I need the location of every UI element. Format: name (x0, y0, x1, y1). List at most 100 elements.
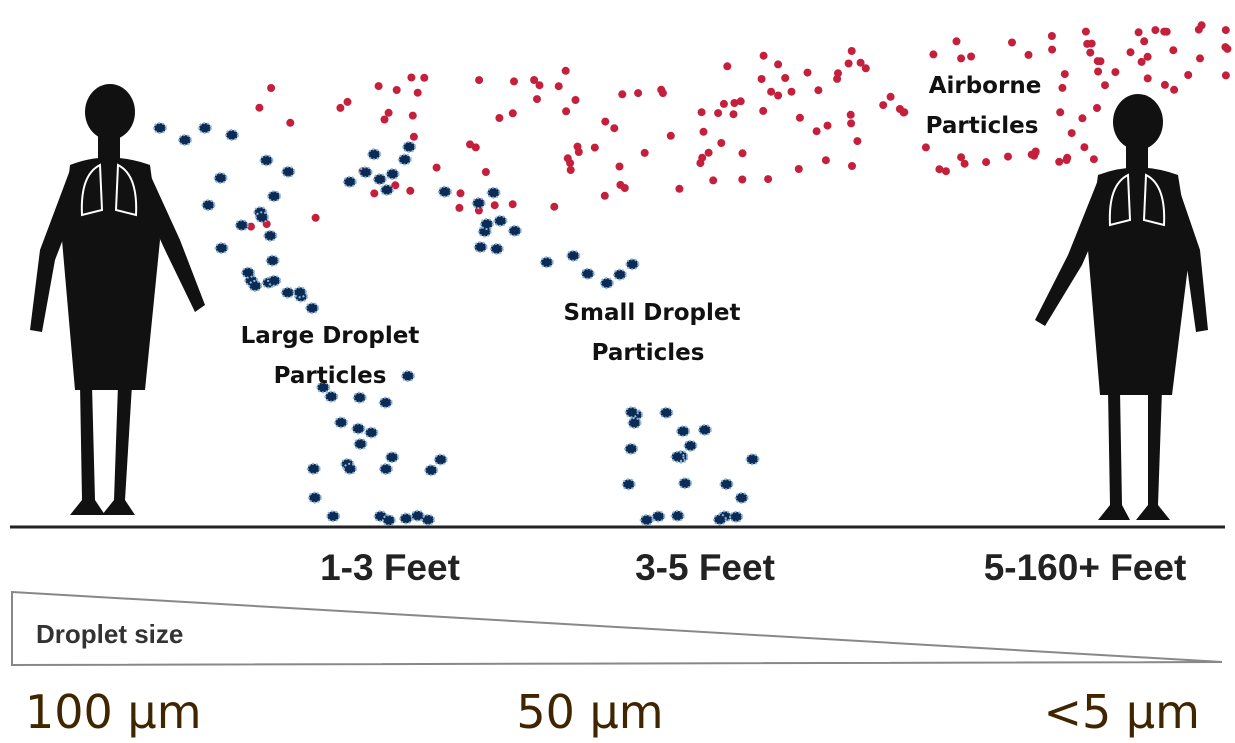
airborne-particle (714, 109, 723, 118)
airborne-particle (601, 117, 610, 126)
airborne-particle (409, 132, 418, 141)
airborne-particle (1134, 28, 1143, 37)
airborne-particle (420, 73, 429, 82)
airborne-particle (563, 154, 572, 163)
airborne-particle (795, 113, 804, 122)
droplet (385, 451, 400, 464)
airborne-particle (600, 191, 609, 200)
airborne-particle (895, 105, 904, 113)
airborne-particle (1194, 25, 1203, 34)
airborne-particle (704, 148, 713, 157)
airborne-particle (508, 200, 517, 209)
airborne-particle (481, 168, 490, 176)
airborne-particle (736, 97, 745, 106)
droplet (225, 129, 239, 141)
size-label: 50 µm (516, 685, 663, 739)
airborne-particle (1048, 45, 1057, 54)
droplet (372, 173, 387, 186)
airborne-particle (856, 58, 865, 67)
airborne-particle (967, 52, 976, 61)
airborne-particle (640, 148, 649, 157)
airborne-particle (730, 99, 739, 107)
airborne-particle (952, 37, 961, 46)
label-line: Airborne (929, 73, 1042, 99)
lungs-left (80, 163, 138, 217)
airborne-particle (1058, 83, 1067, 92)
airborne-particle (698, 153, 707, 162)
airborne-particle (886, 92, 895, 101)
airborne-particle (1184, 71, 1193, 79)
droplet (424, 464, 439, 477)
airborne-particle (1143, 52, 1152, 61)
droplet (379, 463, 393, 475)
droplet (621, 478, 636, 491)
airborne-particle (960, 159, 969, 168)
droplet (326, 510, 341, 523)
airborne-particle (823, 121, 832, 130)
airborne-particle (697, 108, 706, 117)
airborne-particle (803, 68, 812, 77)
scale-title: Droplet size (36, 619, 183, 649)
airborne-particle (1086, 48, 1095, 57)
airborne-particle (759, 51, 768, 60)
airborne-particle (846, 110, 855, 119)
airborne-particle (571, 96, 580, 104)
droplet (153, 122, 167, 134)
airborne-particle (794, 165, 803, 173)
airborne-particle (982, 158, 991, 167)
airborne-particle (535, 81, 544, 90)
airborne-particle (432, 163, 441, 172)
airborne-particle (1080, 143, 1089, 152)
droplet (307, 491, 322, 504)
droplet (670, 450, 685, 463)
airborne-particle (847, 47, 856, 55)
airborne-particle (1030, 151, 1039, 160)
droplet (670, 509, 685, 522)
person-left (30, 84, 205, 515)
airborne-particle (821, 156, 830, 165)
airborne-particle (723, 62, 732, 71)
airborne-particle (466, 140, 474, 149)
airborne-particle (767, 87, 776, 96)
airborne-particle (370, 189, 379, 198)
person-right (1035, 94, 1208, 520)
droplet (352, 391, 367, 404)
airborne-particle (1060, 70, 1069, 79)
droplet (214, 242, 229, 255)
airborne-particle (620, 184, 629, 192)
airborne-particle (247, 222, 255, 231)
airborne-particle (618, 90, 627, 99)
label-line: Large Droplet (241, 323, 420, 349)
airborne-particle (408, 111, 417, 120)
droplet (624, 406, 639, 419)
droplet (248, 279, 263, 292)
droplet (353, 438, 368, 450)
droplet (280, 286, 295, 299)
airborne-particle (957, 54, 966, 63)
droplet (745, 453, 760, 466)
droplet (378, 396, 393, 409)
size-wedge (11, 590, 1223, 667)
droplet (734, 491, 749, 504)
airborne-particle (311, 213, 320, 222)
airborne-particle (384, 108, 393, 117)
airborne-particle (1056, 108, 1065, 117)
droplet (342, 175, 357, 188)
droplet (678, 477, 693, 490)
airborne-particle (508, 109, 517, 118)
droplet (627, 417, 642, 429)
droplet (697, 423, 712, 436)
airborne-particle (1067, 129, 1076, 138)
droplet (397, 153, 412, 166)
airborne-particle (1093, 57, 1102, 66)
airborne-particle (1140, 37, 1149, 46)
droplet (201, 199, 216, 212)
airborne-particle (562, 107, 571, 116)
airborne-particle (1143, 74, 1152, 83)
particles (153, 21, 1232, 527)
droplet (729, 510, 744, 523)
airborne-particle (675, 184, 684, 193)
airborne-particle (1170, 85, 1179, 94)
droplet (241, 266, 256, 279)
airborne-particle (1137, 57, 1146, 66)
